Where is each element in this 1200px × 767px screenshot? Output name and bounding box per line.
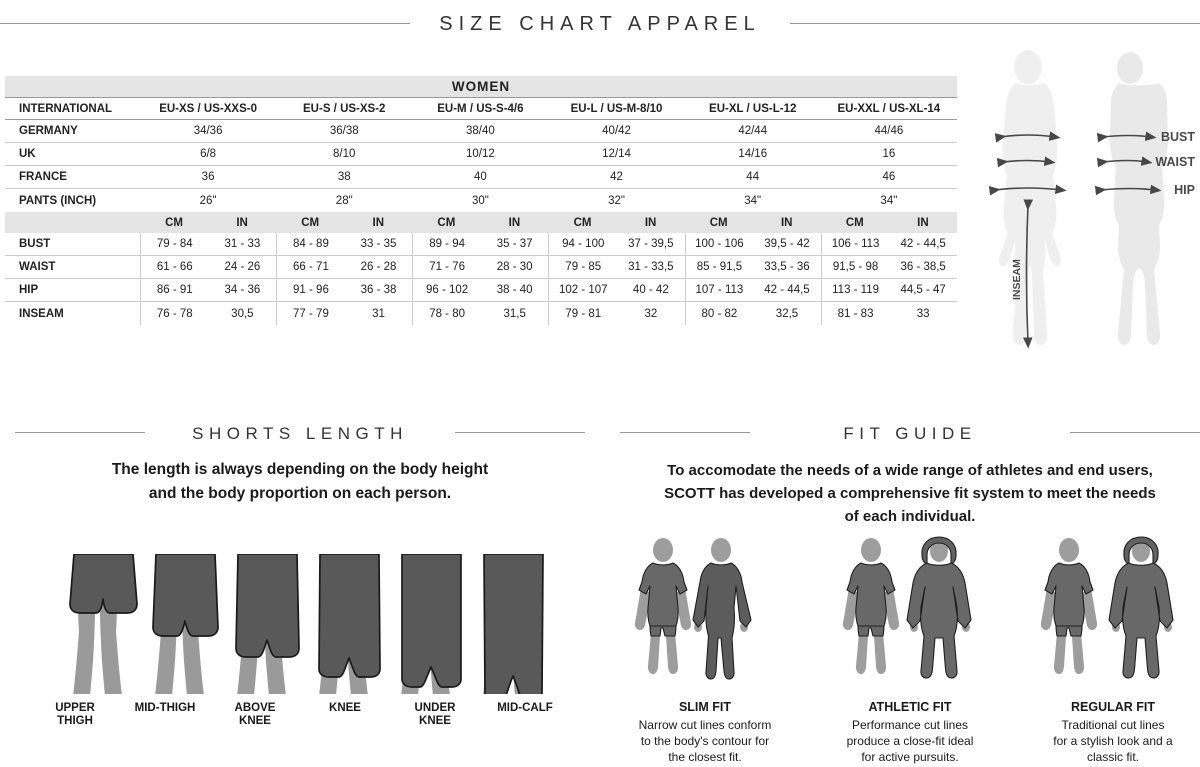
svg-text:HIP: HIP (1174, 183, 1195, 197)
svg-text:INSEAM: INSEAM (1011, 259, 1023, 300)
svg-text:WAIST: WAIST (1155, 155, 1195, 169)
svg-text:BUST: BUST (1161, 130, 1195, 144)
